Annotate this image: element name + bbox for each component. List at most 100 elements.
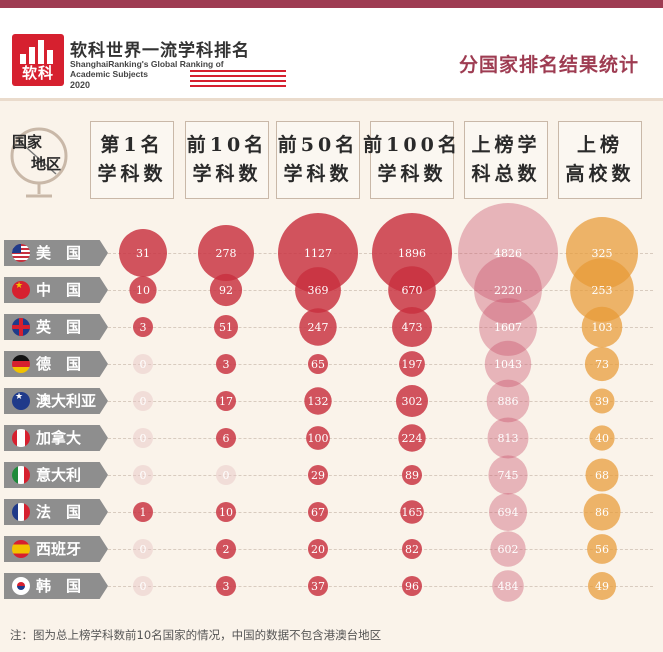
value-label: 325 [592,247,613,260]
country-label: 德 国 [4,351,108,377]
value-label: 1 [140,506,147,519]
value-label: 6 [223,432,230,445]
value-bubble [216,354,236,374]
italy-flag-icon [12,466,30,484]
spain-flag-icon [12,540,30,558]
column-header-line2: 学科数 [283,163,353,185]
value-label: 2220 [494,284,522,297]
australia-flag-icon: ★ [12,392,30,410]
value-label: 369 [308,284,329,297]
value-label: 670 [402,284,423,297]
value-bubble [129,276,157,304]
value-label: 89 [405,469,419,482]
brand-subtitle-line1: ShanghaiRanking's Global Ranking of [70,59,224,69]
value-label: 100 [308,432,329,445]
value-bubble [278,213,358,293]
value-bubble [133,465,153,485]
value-label: 82 [405,543,419,556]
country-label: 英 国 [4,314,108,340]
row-guide-line [108,549,653,550]
value-label: 1607 [494,321,522,334]
country-label: 加拿大 [4,425,108,451]
value-label: 745 [498,469,519,482]
column-header-line1: 前50名 [277,134,359,156]
value-bubble [489,493,527,531]
value-label: 1896 [398,247,426,260]
value-bubble [588,572,616,600]
column-header-line1: 前100名 [363,134,461,156]
logo-bars-icon [18,40,58,64]
value-bubble [308,576,328,596]
value-bubble [216,428,236,448]
value-label: 96 [405,580,419,593]
value-label: 40 [595,432,609,445]
header-shadow [0,98,663,101]
country-label: 美 国 [4,240,108,266]
brand-subtitle-line2: Academic Subjects [70,69,148,79]
us-flag-icon [12,244,30,262]
value-bubble [209,273,243,307]
value-label: 2 [223,543,230,556]
brand-stripe [190,80,286,82]
value-label: 694 [498,506,519,519]
value-label: 3 [140,321,147,334]
value-bubble [583,493,621,531]
value-label: 132 [308,395,329,408]
column-header-line2: 科总数 [471,163,541,185]
value-label: 0 [140,358,147,371]
value-bubble [295,267,341,313]
value-bubble [299,308,337,346]
canada-flag-icon [12,429,30,447]
globe-icon [10,127,68,198]
china-flag-icon: ★ [12,281,30,299]
value-bubble [396,385,428,417]
value-label: 67 [311,506,325,519]
country-name: 德 国 [36,355,82,373]
row-guide-line [108,475,653,476]
value-bubble [216,465,236,485]
value-bubble [585,458,619,492]
value-label: 813 [498,432,519,445]
value-bubble [492,570,524,602]
column-header-line1: 前10名 [186,134,268,156]
country-name: 英 国 [36,318,82,336]
footnote: 注：图为总上榜学科数前10名国家的情况，中国的数据不包含港澳台地区 [10,628,382,642]
value-label: 473 [402,321,423,334]
value-label: 0 [223,469,230,482]
value-label: 886 [498,395,519,408]
brand-stripe [190,70,286,72]
value-label: 197 [402,358,423,371]
france-flag-icon [12,503,30,521]
value-bubble [304,387,332,415]
row-guide-line [108,290,653,291]
value-label: 49 [595,580,609,593]
country-name: 中 国 [36,281,82,299]
column-header-line1: 上榜学 [471,134,541,156]
column-header: 上榜 高校数 [558,121,642,199]
value-bubble [400,500,424,524]
brand-title: 软科世界一流学科排名 [70,41,250,61]
korea-flag-icon [12,577,30,595]
column-header-line2: 高校数 [565,163,635,185]
value-label: 37 [311,580,325,593]
country-name: 西班牙 [36,540,82,558]
value-bubble [308,502,328,522]
row-guide-line [108,401,653,402]
value-bubble [216,539,236,559]
value-bubble [402,465,422,485]
country-label: 西班牙 [4,536,108,562]
brand-year: 2020 [70,80,91,90]
column-header: 前50名学科数 [276,121,360,199]
brand-stripe [190,75,286,77]
value-label: 0 [140,395,147,408]
column-header-line2: 学科数 [377,163,447,185]
value-bubble [308,354,328,374]
row-guide-line [108,586,653,587]
value-bubble [216,502,236,522]
value-bubble [399,351,425,377]
value-label: 31 [136,247,150,260]
value-bubble [308,465,328,485]
value-label: 253 [592,284,613,297]
corner-label-country: 国家 [12,133,43,151]
value-bubble [198,225,254,281]
